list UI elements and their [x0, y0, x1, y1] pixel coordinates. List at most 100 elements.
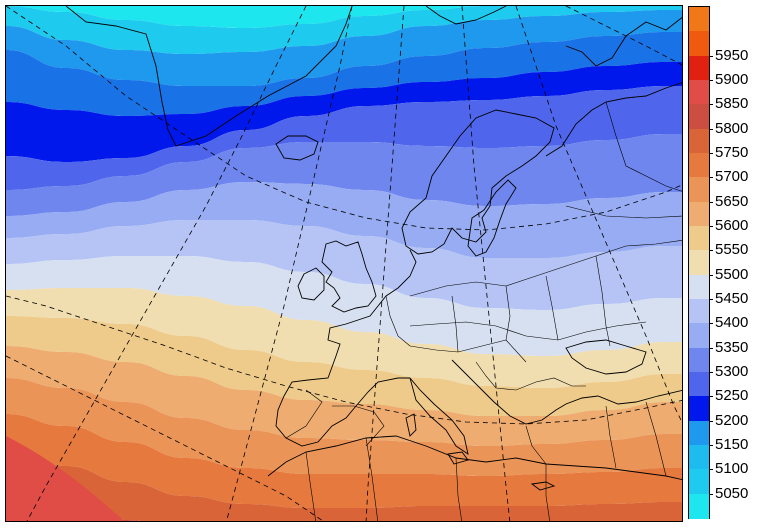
colorbar-label: 5750: [715, 144, 749, 161]
coast-iceland: [275, 135, 319, 161]
border-2: [409, 321, 647, 341]
contour-bands: [6, 6, 682, 521]
contour-band: [6, 10, 682, 87]
meridian-1: [226, 6, 353, 521]
coast-novaya: [565, 16, 682, 67]
height-contour-map: [5, 5, 683, 522]
colorbar-tick: [709, 153, 713, 154]
border-9: [332, 405, 385, 447]
meridian-2: [365, 6, 405, 521]
colorbar-label: 5650: [715, 192, 749, 210]
colorbar-swatch: [689, 493, 709, 519]
coast-svalbard: [425, 6, 507, 25]
border-16: [365, 437, 379, 521]
coast-great-britain: [321, 240, 377, 313]
border-20: [565, 205, 682, 219]
meridian-3: [461, 6, 511, 521]
colorbar-tick: [709, 469, 713, 471]
colorbar-label: 5950: [715, 46, 749, 64]
colorbar-swatch: [689, 80, 709, 105]
colorbar-tick: [709, 226, 713, 227]
border-14: [645, 401, 667, 477]
meridian-4: [515, 6, 682, 423]
contour-band: [6, 316, 682, 416]
colorbar-tick: [709, 445, 713, 446]
colorbar-swatch: [689, 226, 709, 251]
colorbar-tick: [709, 347, 713, 349]
contour-band: [6, 220, 682, 310]
colorbar-label: 5050: [715, 484, 749, 502]
contour-band: [6, 287, 682, 388]
contour-band: [6, 452, 682, 521]
contour-band: [6, 6, 682, 28]
map-canvas: [6, 6, 682, 521]
colorbar-tick: [709, 323, 713, 325]
colorbar-tick: [709, 420, 713, 422]
contour-band: [6, 414, 682, 508]
colorbar-swatch: [689, 7, 709, 32]
coast-scandinavia: [401, 109, 555, 255]
colorbar-swatch: [689, 396, 709, 422]
contour-band: [6, 31, 682, 116]
colorbar-tick: [709, 250, 713, 252]
colorbar-tick: [709, 201, 713, 203]
meridian-5: [26, 6, 307, 521]
border-10: [285, 389, 323, 439]
colorbar-swatch: [689, 420, 709, 446]
contour-band: [6, 62, 682, 162]
colorbar-label: 5500: [715, 265, 749, 283]
colorbar-label: 5450: [715, 290, 749, 307]
border-6: [545, 275, 559, 341]
country-borders: [285, 101, 682, 521]
colorbar-tick: [709, 104, 713, 106]
colorbar-tick: [709, 274, 713, 276]
border-4: [451, 295, 459, 353]
border-8: [385, 295, 411, 347]
border-7: [595, 255, 611, 347]
border-12: [525, 425, 547, 465]
colorbar-swatch: [689, 469, 709, 495]
coast-italy: [409, 377, 469, 455]
colorbar-label: 5850: [715, 95, 749, 113]
colorbar-tick: [709, 55, 713, 57]
colorbar-tick: [709, 299, 713, 300]
contour-band: [6, 182, 682, 258]
border-13: [605, 405, 617, 469]
colorbar-tick: [709, 80, 713, 81]
colorbar-label: 5400: [715, 314, 749, 332]
coast-north-africa: [267, 435, 682, 481]
colorbar-label: 5700: [715, 168, 749, 186]
colorbar-swatch: [689, 153, 709, 178]
colorbar-swatch: [689, 323, 709, 349]
coast-crete: [530, 481, 556, 491]
contour-band: [6, 378, 682, 476]
colorbar-swatch: [689, 299, 709, 324]
contour-band: [6, 134, 682, 216]
colorbar-label: 5800: [715, 119, 749, 137]
colorbar-swatch: [689, 128, 709, 154]
colorbar-swatch: [689, 347, 709, 373]
colorbar-label: 5600: [715, 217, 749, 234]
parallel-3: [565, 6, 682, 66]
colorbar-label: 5300: [715, 363, 749, 380]
colorbar-tick: [709, 177, 713, 179]
colorbar-swatch: [689, 104, 709, 130]
colorbar-label: 5200: [715, 411, 749, 429]
contour-band: [6, 436, 124, 521]
parallel-2: [6, 295, 682, 425]
colorbar-tick: [709, 396, 713, 398]
colorbar-swatch: [689, 250, 709, 276]
coast-greenland: [65, 6, 353, 147]
coast-black-sea: [565, 339, 647, 375]
contour-band: [6, 346, 682, 446]
colorbar-swatch: [689, 201, 709, 227]
colorbar-swatch: [689, 372, 709, 397]
colorbar-tick: [709, 128, 713, 130]
border-1: [409, 239, 682, 297]
colorbar-label: 5900: [715, 71, 749, 88]
border-18: [545, 464, 551, 521]
colorbar-swatch: [689, 274, 709, 300]
colorbar-label: 5150: [715, 436, 749, 453]
colorbar-swatch: [689, 31, 709, 57]
colorbar-label: 5550: [715, 241, 749, 259]
